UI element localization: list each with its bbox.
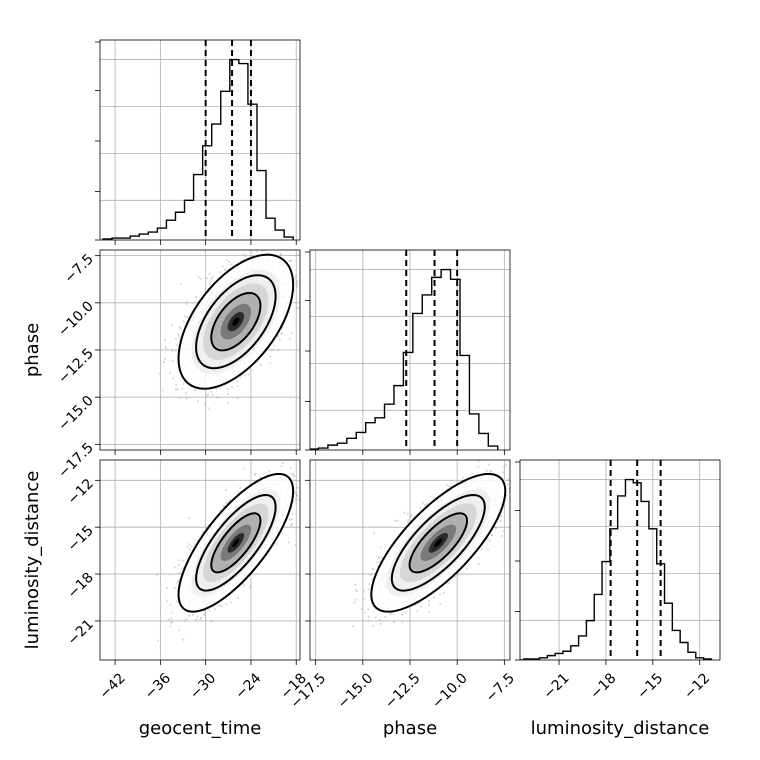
contour-2 [408,512,469,574]
x-axis-label-luminosity_distance: luminosity_distance [531,718,710,739]
x-tick-label: −15.0 [335,670,377,712]
scatter-geocent_time-luminosity_distance [155,460,300,642]
contour-0 [177,253,295,390]
contour-2 [210,512,262,574]
x-tick-label: −12.5 [382,670,424,712]
x-tick-label: −10.0 [429,670,471,712]
histogram-phase [310,268,499,450]
panel-phase-phase [305,249,511,455]
y-tick-label: −18 [65,570,97,602]
panel-geocent_time-luminosity_distance: −42 −36 −30 −24 −18−21−18−15−12 [65,459,310,703]
x-axis-label-phase: phase [383,718,437,739]
x-tick-label: −42 [97,670,129,702]
panel-phase-luminosity_distance: −17.5 −15.0 −12.5 −10.0 −7.5 [288,459,518,712]
gridlines [310,250,510,450]
x-tick-label: −12 [681,670,713,702]
panel-geocent_time-phase: −17.5 −15.0 −12.5 −10.0 −7.5 [55,249,301,482]
contour-1 [390,494,486,592]
x-tick-label: −36 [142,670,174,702]
x-tick-label: −7.5 [483,670,518,705]
y-tick-label: −21 [65,616,97,648]
gridlines [520,460,720,660]
y-tick-label: −12 [65,476,97,508]
contour-0 [177,472,295,613]
histogram-luminosity_distance [520,478,713,660]
panel-geocent_time-geocent_time [95,39,301,245]
scatter-phase-luminosity_distance [351,460,510,628]
x-tick-label: −30 [187,670,219,702]
x-tick-label: −18 [587,670,619,702]
y-axis-label-phase: phase [22,323,43,377]
contour-0 [370,472,507,613]
contour-2 [210,291,262,352]
y-tick-label: −7.5 [61,251,96,286]
y-tick-label: −17.5 [55,440,97,482]
x-axis-label-geocent_time: geocent_time [139,718,262,739]
histogram-geocent_time [102,58,294,240]
contour-1 [195,494,277,592]
y-tick-label: −10.0 [55,298,97,340]
y-tick-label: −12.5 [55,346,97,388]
x-tick-label: −24 [232,670,264,702]
scatter-geocent_time-phase [158,250,300,410]
x-tick-label: −15 [634,670,666,702]
y-tick-label: −15.0 [55,393,97,435]
contour-1 [195,274,277,370]
panel-luminosity_distance-luminosity_distance: −21 −18 −15 −12 [515,459,721,703]
x-tick-label: −21 [540,670,572,702]
gridlines [100,40,300,240]
y-tick-label: −15 [65,523,97,555]
y-axis-label-luminosity_distance: luminosity_distance [22,471,43,650]
